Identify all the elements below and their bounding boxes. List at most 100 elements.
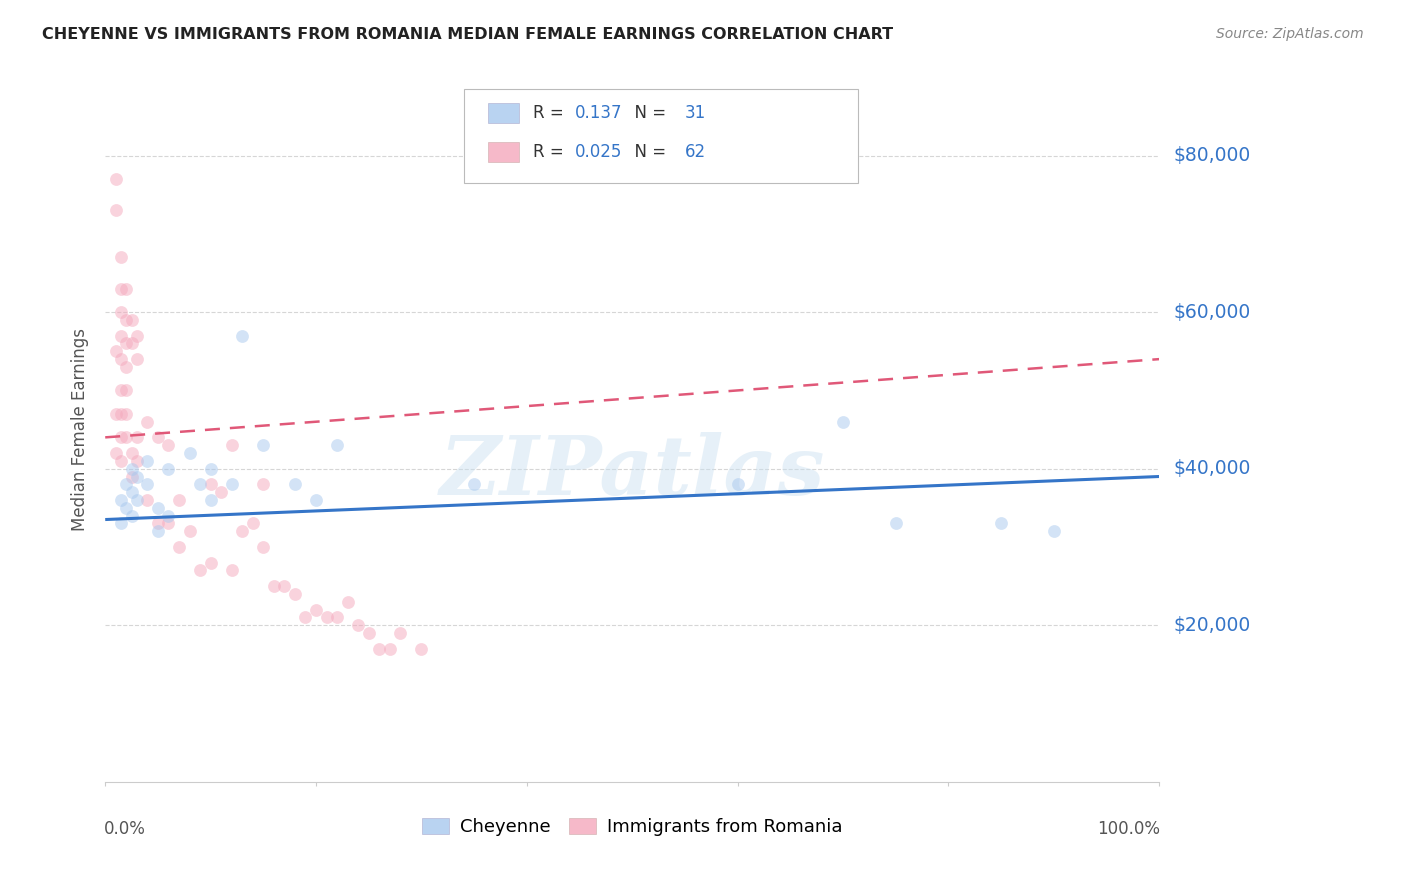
Point xyxy=(104,407,127,421)
Point xyxy=(121,485,143,500)
Point xyxy=(242,516,264,531)
Point xyxy=(110,493,132,508)
Text: 100.0%: 100.0% xyxy=(1097,821,1160,838)
Point xyxy=(115,407,138,421)
Point xyxy=(110,305,132,319)
Point xyxy=(146,516,169,531)
Point xyxy=(305,493,328,508)
Point xyxy=(378,641,401,656)
Point xyxy=(1042,524,1064,539)
Point xyxy=(110,430,132,444)
Text: $20,000: $20,000 xyxy=(1173,615,1250,635)
Point xyxy=(167,540,190,554)
Point xyxy=(326,610,349,624)
Point xyxy=(125,454,148,468)
Point xyxy=(157,461,180,475)
Point xyxy=(179,524,201,539)
Point xyxy=(110,516,132,531)
Point xyxy=(110,407,132,421)
Point xyxy=(209,485,232,500)
Point xyxy=(315,610,337,624)
Point xyxy=(146,524,169,539)
Point xyxy=(347,618,370,632)
Text: R =: R = xyxy=(533,104,569,122)
Point xyxy=(115,384,138,398)
Point xyxy=(389,626,412,640)
Point xyxy=(727,477,749,491)
Point xyxy=(115,500,138,515)
Text: 0.137: 0.137 xyxy=(575,104,623,122)
Text: $80,000: $80,000 xyxy=(1173,146,1250,165)
Point xyxy=(121,446,143,460)
Point xyxy=(200,461,222,475)
Point xyxy=(136,477,159,491)
Text: R =: R = xyxy=(533,143,569,161)
Point xyxy=(284,477,307,491)
Point xyxy=(990,516,1012,531)
Point xyxy=(157,508,180,523)
Point xyxy=(104,203,127,218)
Point xyxy=(121,461,143,475)
Point xyxy=(115,336,138,351)
Point xyxy=(110,328,132,343)
Point xyxy=(336,595,359,609)
Point xyxy=(110,352,132,367)
Point xyxy=(121,469,143,483)
Point xyxy=(110,282,132,296)
Point xyxy=(104,344,127,359)
Point xyxy=(357,626,380,640)
Point xyxy=(368,641,391,656)
Point xyxy=(411,641,433,656)
Point xyxy=(121,336,143,351)
Point xyxy=(110,251,132,265)
Point xyxy=(326,438,349,452)
Point xyxy=(884,516,907,531)
Point xyxy=(832,415,855,429)
Point xyxy=(221,438,243,452)
Point xyxy=(136,493,159,508)
Point xyxy=(115,359,138,374)
Text: $40,000: $40,000 xyxy=(1173,459,1250,478)
Point xyxy=(200,493,222,508)
Point xyxy=(125,430,148,444)
Point xyxy=(252,477,274,491)
Point xyxy=(188,563,211,577)
Y-axis label: Median Female Earnings: Median Female Earnings xyxy=(72,328,89,531)
Point xyxy=(200,556,222,570)
Text: N =: N = xyxy=(624,143,672,161)
Point xyxy=(125,493,148,508)
Point xyxy=(110,384,132,398)
Text: CHEYENNE VS IMMIGRANTS FROM ROMANIA MEDIAN FEMALE EARNINGS CORRELATION CHART: CHEYENNE VS IMMIGRANTS FROM ROMANIA MEDI… xyxy=(42,27,893,42)
Text: N =: N = xyxy=(624,104,672,122)
Point xyxy=(273,579,295,593)
Point xyxy=(104,446,127,460)
Point xyxy=(121,313,143,327)
Point xyxy=(110,454,132,468)
Text: 0.025: 0.025 xyxy=(575,143,623,161)
Point xyxy=(115,430,138,444)
Point xyxy=(252,438,274,452)
Point xyxy=(121,508,143,523)
Point xyxy=(136,415,159,429)
Point xyxy=(146,430,169,444)
Point xyxy=(125,328,148,343)
Point xyxy=(115,477,138,491)
Point xyxy=(252,540,274,554)
Point xyxy=(284,587,307,601)
Point xyxy=(157,516,180,531)
Legend: Cheyenne, Immigrants from Romania: Cheyenne, Immigrants from Romania xyxy=(415,810,849,843)
Point xyxy=(136,454,159,468)
Point xyxy=(115,313,138,327)
Point xyxy=(294,610,316,624)
Point xyxy=(221,563,243,577)
Point xyxy=(146,500,169,515)
Point xyxy=(200,477,222,491)
Text: $60,000: $60,000 xyxy=(1173,302,1250,322)
Point xyxy=(125,469,148,483)
Point xyxy=(231,524,253,539)
Text: 31: 31 xyxy=(685,104,706,122)
Point xyxy=(115,282,138,296)
Point xyxy=(305,602,328,616)
Point xyxy=(463,477,485,491)
Point xyxy=(167,493,190,508)
